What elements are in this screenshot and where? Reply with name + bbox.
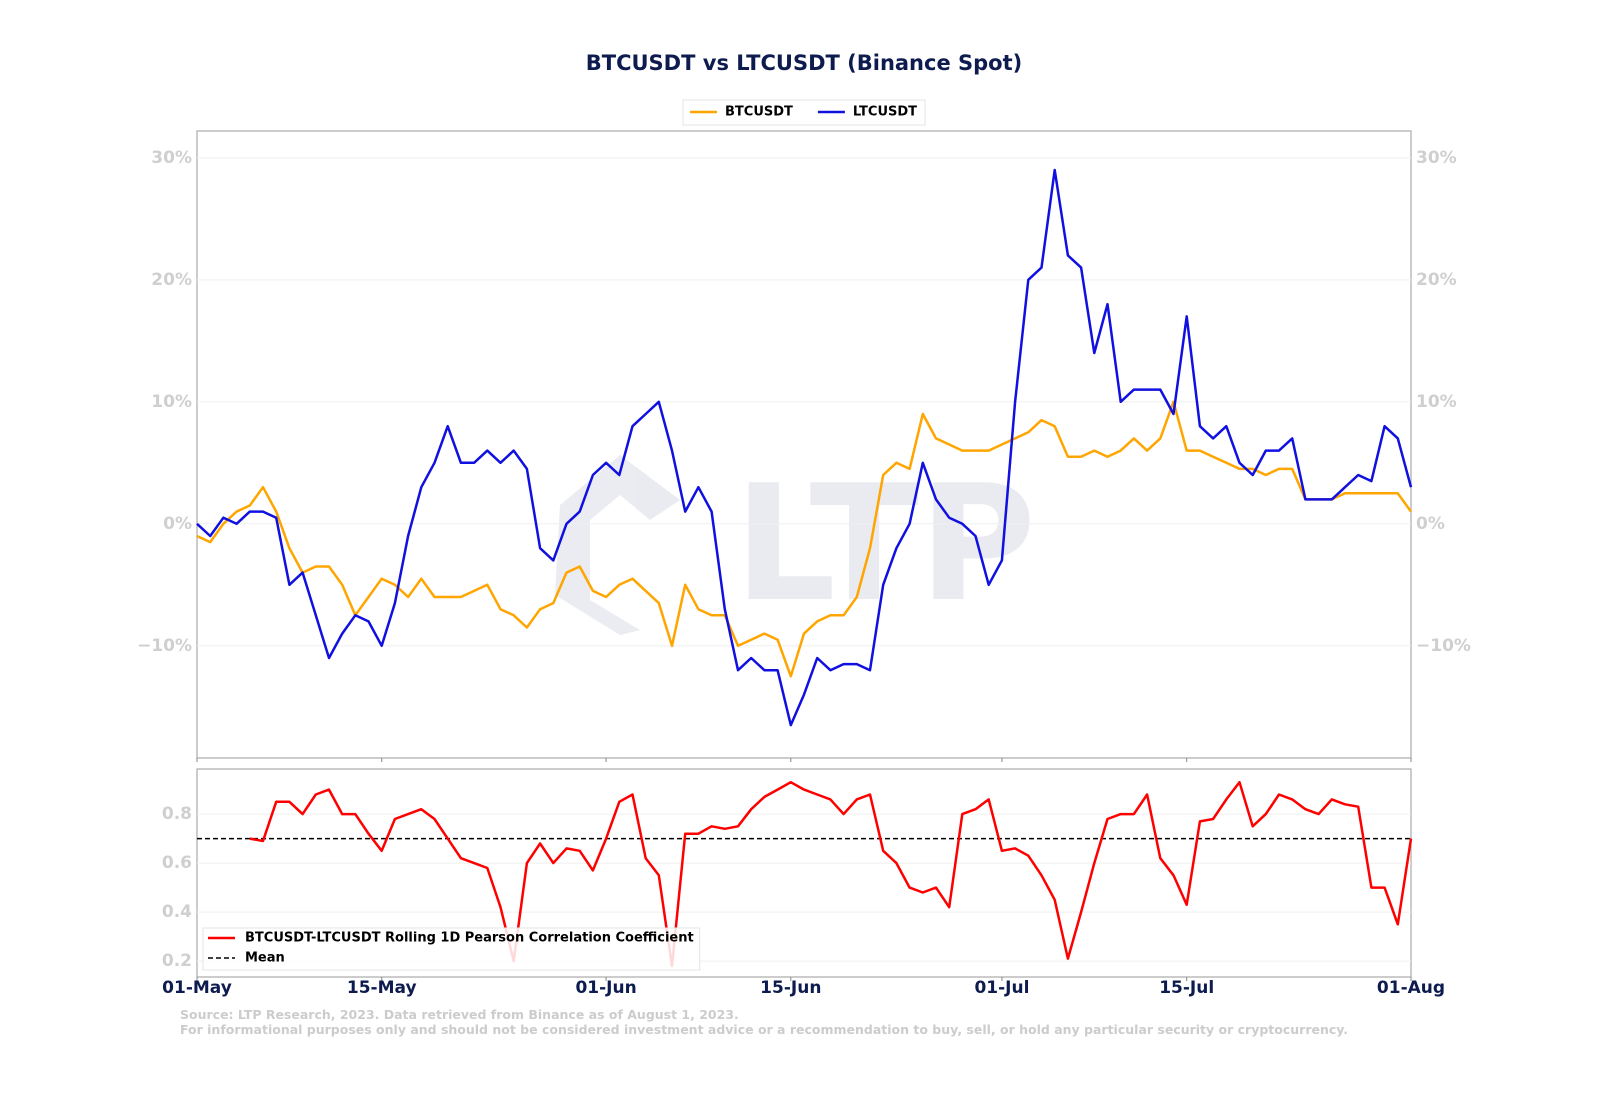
x-tick-label: 01-May	[162, 978, 232, 998]
y-tick-label: 10%	[151, 392, 192, 412]
y-tick-label: 0.4	[162, 902, 192, 922]
y-tick-label: 20%	[151, 270, 192, 290]
y-tick-label: 0.6	[162, 853, 192, 873]
y-tick-label-right: 10%	[1416, 392, 1457, 412]
disclaimer-note: For informational purposes only and shou…	[180, 1022, 1348, 1037]
watermark-logo	[555, 455, 680, 635]
legend-box	[682, 99, 926, 126]
legend-label: Mean	[245, 951, 285, 966]
legend: BTCUSDT-LTCUSDT Rolling 1D Pearson Corre…	[202, 927, 701, 971]
watermark: LTP	[555, 450, 1036, 637]
legend-label: LTCUSDT	[853, 105, 917, 120]
source-note: Source: LTP Research, 2023. Data retriev…	[180, 1007, 739, 1022]
x-tick-label: 01-Jun	[575, 978, 636, 998]
x-tick-label: 01-Jul	[974, 978, 1029, 998]
y-tick-label-right: 0%	[1416, 514, 1445, 534]
series-line	[196, 400, 1413, 678]
series-line	[196, 168, 1413, 727]
plot-frame	[196, 768, 1412, 978]
y-tick-label-right: −10%	[1416, 636, 1471, 656]
y-tick-label: 0.8	[162, 804, 192, 824]
y-tick-label-right: 30%	[1416, 148, 1457, 168]
x-tick-label: 15-May	[347, 978, 417, 998]
y-tick-label-right: 20%	[1416, 270, 1457, 290]
plot-frame	[196, 130, 1412, 759]
series-line	[249, 780, 1413, 968]
x-tick-label: 01-Aug	[1377, 978, 1445, 998]
y-tick-label: −10%	[137, 636, 192, 656]
legend-box	[202, 927, 701, 971]
legend-label: BTCUSDT	[725, 105, 793, 120]
x-tick-label: 15-Jul	[1159, 978, 1214, 998]
y-tick-label: 30%	[151, 148, 192, 168]
y-tick-label: 0.2	[162, 951, 192, 971]
legend: BTCUSDT LTCUSDT	[682, 99, 926, 126]
y-tick-label: 0%	[163, 514, 192, 534]
x-tick-label: 15-Jun	[760, 978, 821, 998]
legend-label: BTCUSDT-LTCUSDT Rolling 1D Pearson Corre…	[245, 931, 694, 946]
watermark-text: LTP	[734, 450, 1036, 637]
chart-title: BTCUSDT vs LTCUSDT (Binance Spot)	[586, 51, 1022, 75]
